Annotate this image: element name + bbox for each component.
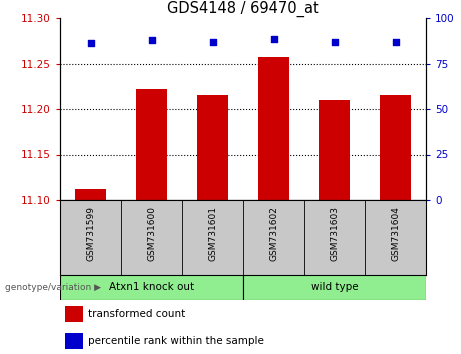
Text: GSM731601: GSM731601 bbox=[208, 206, 217, 261]
Bar bbox=[60, 275, 243, 300]
Text: wild type: wild type bbox=[311, 282, 358, 292]
Point bbox=[87, 41, 94, 46]
Point bbox=[392, 39, 399, 45]
Bar bbox=[136, 89, 167, 200]
Bar bbox=[319, 100, 350, 200]
Point bbox=[270, 36, 277, 42]
Text: GSM731599: GSM731599 bbox=[86, 206, 95, 261]
Text: percentile rank within the sample: percentile rank within the sample bbox=[88, 336, 264, 346]
Title: GDS4148 / 69470_at: GDS4148 / 69470_at bbox=[167, 0, 319, 17]
Point bbox=[331, 39, 338, 45]
Bar bbox=[65, 307, 83, 321]
Point bbox=[209, 39, 216, 45]
Bar bbox=[65, 333, 83, 349]
Text: GSM731600: GSM731600 bbox=[147, 206, 156, 261]
Text: transformed count: transformed count bbox=[88, 309, 185, 319]
Bar bbox=[243, 275, 426, 300]
Bar bbox=[197, 95, 228, 200]
Text: GSM731602: GSM731602 bbox=[269, 206, 278, 261]
Text: GSM731603: GSM731603 bbox=[330, 206, 339, 261]
Bar bbox=[75, 189, 106, 200]
Text: genotype/variation ▶: genotype/variation ▶ bbox=[5, 283, 100, 292]
Point bbox=[148, 37, 155, 43]
Text: Atxn1 knock out: Atxn1 knock out bbox=[109, 282, 194, 292]
Bar bbox=[258, 57, 289, 200]
Bar bbox=[380, 95, 411, 200]
Text: GSM731604: GSM731604 bbox=[391, 206, 400, 261]
